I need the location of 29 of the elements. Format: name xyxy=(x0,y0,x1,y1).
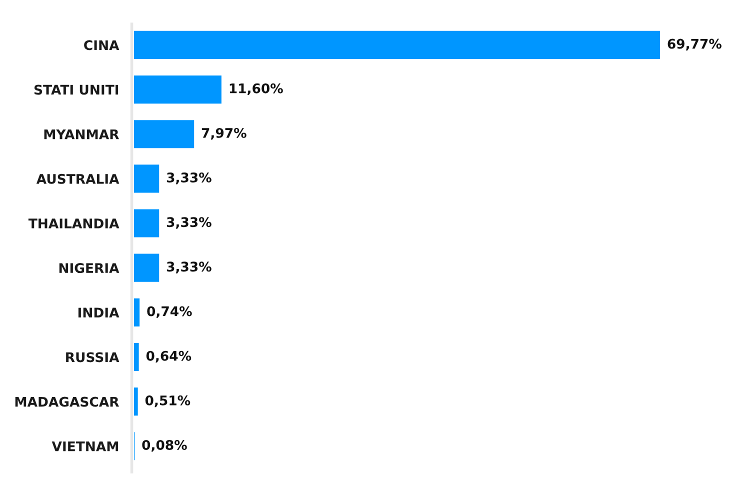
y-tick-label: MADAGASCAR xyxy=(15,396,120,407)
y-tick-label: AUSTRALIA xyxy=(36,174,120,184)
bar xyxy=(134,120,194,148)
y-tick-label: CINA xyxy=(84,40,120,50)
data-label: 0,64% xyxy=(146,350,192,363)
bar xyxy=(134,298,140,326)
bar xyxy=(134,388,138,416)
y-tick-label: STATI UNITI xyxy=(34,84,118,95)
data-label: 0,74% xyxy=(147,306,192,318)
data-label: 0,51% xyxy=(145,395,190,408)
y-tick-label: RUSSIA xyxy=(66,352,120,362)
data-label: 0,08% xyxy=(142,440,187,452)
data-label: 3,33% xyxy=(166,217,212,229)
bar xyxy=(134,75,222,104)
y-tick-label: MYANMAR xyxy=(44,130,120,140)
bar xyxy=(134,30,660,59)
bar xyxy=(134,164,160,193)
y-tick-label: VIETNAM xyxy=(52,442,118,452)
y-tick-label: INDIA xyxy=(78,308,120,318)
bar xyxy=(134,254,160,282)
data-label: 69,77% xyxy=(668,38,722,50)
bar xyxy=(134,342,139,372)
data-label: 7,97% xyxy=(202,128,246,140)
data-label: 3,33% xyxy=(166,262,212,274)
data-label: 3,33% xyxy=(166,172,212,184)
y-tick-label: NIGERIA xyxy=(59,263,120,274)
y-tick-label: THAILANDIA xyxy=(28,218,120,228)
bar xyxy=(134,209,160,238)
data-label: 11,60% xyxy=(230,83,283,96)
